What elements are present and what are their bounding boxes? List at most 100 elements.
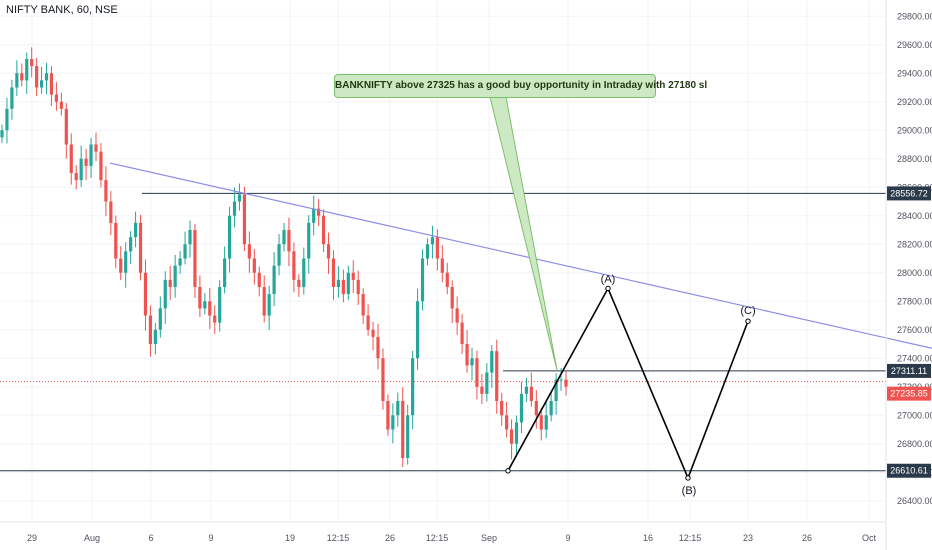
time-tick-label: 9	[565, 533, 570, 543]
candle-body	[475, 358, 479, 387]
candle-body	[440, 258, 444, 273]
time-tick-label: Sep	[481, 533, 497, 543]
candle-body	[158, 308, 162, 330]
descending-trendline[interactable]	[109, 162, 932, 349]
candle-body	[223, 258, 227, 287]
price-tag-label: 27311.11	[891, 366, 927, 376]
price-tick-label: 29400.00	[897, 68, 932, 78]
time-tick-label: 9	[208, 533, 213, 543]
candle-body	[148, 315, 153, 344]
candle-body	[312, 208, 316, 223]
wave-point[interactable]	[685, 475, 691, 481]
candle-body	[49, 73, 54, 95]
candle-body	[559, 379, 563, 381]
candle-body	[539, 415, 543, 430]
time-tick-label: 6	[148, 533, 153, 543]
candle-body	[54, 94, 59, 102]
candle-body	[277, 244, 281, 266]
candle-body	[20, 73, 24, 81]
candle-body	[5, 108, 9, 131]
candle-body	[519, 393, 524, 423]
trendline[interactable]	[109, 162, 932, 349]
candle-body	[143, 272, 148, 316]
candle-body	[331, 258, 336, 287]
candle-body	[267, 294, 271, 316]
candle-body	[366, 315, 370, 330]
candle-body	[44, 73, 49, 81]
elliott-waves[interactable]: (A) (B) (C)	[505, 273, 756, 497]
candle-body	[262, 287, 266, 316]
candle-body	[401, 401, 405, 458]
wave-point[interactable]	[605, 285, 611, 292]
candle-body	[460, 322, 464, 344]
candle-body	[480, 386, 484, 394]
time-tick-label: 16	[643, 533, 653, 543]
candle-body	[114, 222, 118, 259]
wave-label: (C)	[740, 305, 755, 317]
candle-body	[64, 108, 68, 145]
price-tick-label: 26800.00	[897, 439, 932, 449]
candle-body	[242, 194, 247, 245]
price-tag-box	[887, 386, 931, 401]
candle-body	[198, 287, 202, 309]
time-tick-label: 12:15	[426, 533, 449, 543]
price-tick-label: 29000.00	[897, 125, 932, 135]
candle-body	[124, 251, 128, 273]
candle-body	[109, 201, 113, 223]
candle-body	[435, 237, 439, 259]
candle-body	[500, 401, 504, 416]
candle-body	[10, 87, 14, 109]
candle-body	[178, 258, 182, 266]
candle-body	[485, 372, 489, 394]
candle-body	[69, 144, 73, 173]
candle-body	[430, 237, 435, 245]
candle-body	[153, 329, 157, 344]
candle-body	[470, 358, 474, 366]
candle-body	[302, 258, 306, 287]
candle-body	[119, 258, 123, 273]
candle-body	[35, 66, 39, 88]
candle-body	[133, 222, 138, 238]
candle-body	[237, 194, 242, 202]
candle-body	[391, 415, 395, 430]
candle-body	[321, 215, 326, 245]
time-tick-label: Aug	[84, 533, 100, 543]
candle-body	[0, 130, 4, 138]
candle-body	[39, 80, 44, 88]
wave-path[interactable]	[507, 286, 749, 481]
candle-body	[465, 344, 469, 366]
price-tick-label: 28000.00	[897, 268, 932, 278]
candle-body	[490, 351, 494, 373]
time-tick-label: 26	[802, 533, 812, 543]
time-tick-label: 12:15	[679, 533, 702, 543]
candle-body	[89, 144, 93, 166]
candle-body	[84, 158, 88, 166]
price-tick-label: 28200.00	[897, 239, 932, 249]
candle-body	[505, 415, 509, 430]
candle-body	[425, 244, 430, 259]
time-tick-label: 19	[285, 533, 295, 543]
candle-body	[514, 422, 519, 444]
candle-body	[25, 59, 29, 81]
candle-body	[183, 244, 187, 259]
wave-label: (A)	[601, 273, 616, 285]
callout-note[interactable]: BANKNIFTY above 27325 has a good buy opp…	[334, 74, 707, 98]
candle-body	[534, 401, 538, 416]
price-tick-label: 28800.00	[897, 154, 932, 164]
time-axis[interactable]: 29 Aug 6 9 19 12:15 26 12:15 Sep 9 16 12:15 23 26 Oct	[27, 533, 877, 543]
candle-body	[247, 244, 251, 259]
price-tag-label: 28556.72	[890, 188, 928, 198]
candles	[0, 47, 568, 467]
candle-body	[213, 315, 217, 323]
wave-point[interactable]	[505, 468, 511, 474]
candle-body	[94, 144, 98, 152]
candle-body	[386, 401, 390, 430]
candle-body	[74, 173, 78, 181]
price-tag-label: 26610.61	[890, 466, 928, 476]
wave-point[interactable]	[745, 318, 751, 324]
candle-body	[420, 258, 425, 302]
candle-body	[168, 279, 172, 287]
candle-body	[549, 401, 553, 416]
candle-body	[307, 222, 311, 259]
candle-body	[341, 279, 345, 295]
